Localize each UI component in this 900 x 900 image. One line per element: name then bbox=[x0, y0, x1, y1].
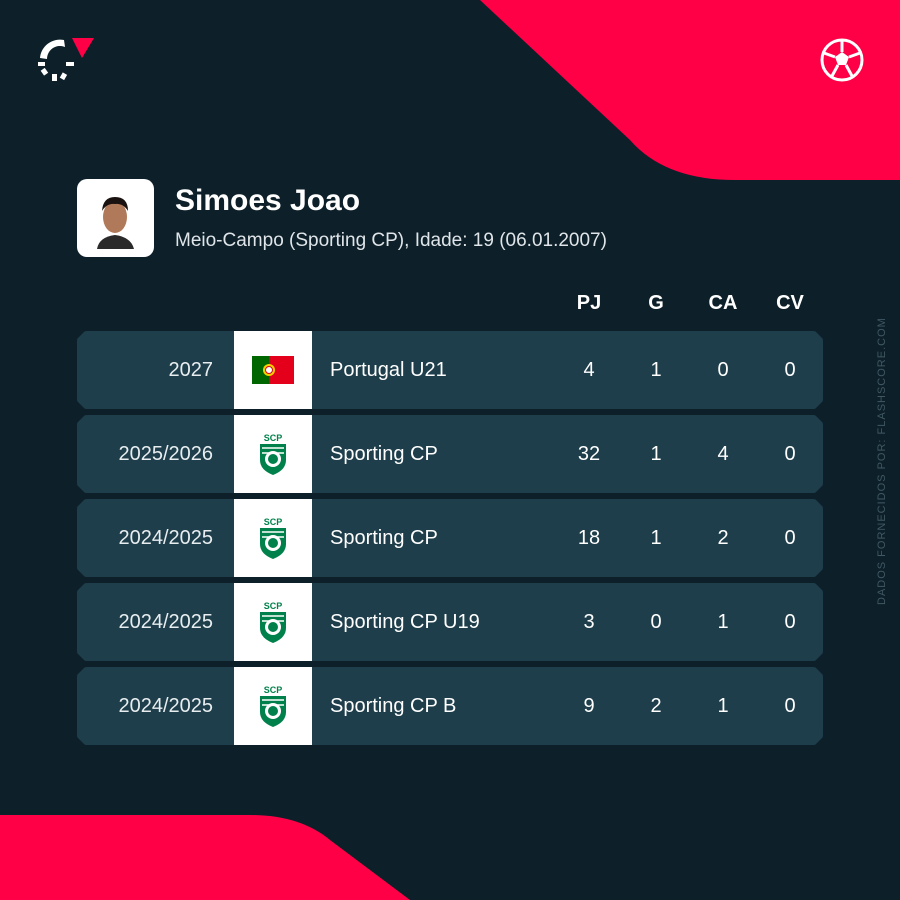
season: 2027 bbox=[168, 359, 213, 381]
column-header-ca: CA bbox=[708, 292, 738, 314]
column-header-cv: CV bbox=[776, 292, 804, 314]
column-header-pj: PJ bbox=[576, 292, 602, 314]
stat-cv: 0 bbox=[784, 359, 796, 381]
team-badge: SCP bbox=[234, 667, 312, 745]
stat-g: 1 bbox=[650, 527, 662, 549]
stat-cv: 0 bbox=[784, 527, 796, 549]
stat-pj: 4 bbox=[583, 359, 595, 381]
season: 2024/2025 bbox=[118, 611, 213, 633]
season: 2025/2026 bbox=[118, 443, 213, 465]
svg-text:SCP: SCP bbox=[264, 517, 283, 527]
season: 2024/2025 bbox=[118, 695, 213, 717]
stat-g: 1 bbox=[650, 443, 662, 465]
stat-cv: 0 bbox=[784, 443, 796, 465]
data-credit: DADOS FORNECIDOS POR: FLASHSCORE.COM bbox=[876, 317, 888, 605]
stat-ca: 4 bbox=[717, 443, 729, 465]
team-badge: SCP bbox=[234, 583, 312, 661]
stat-pj: 3 bbox=[583, 611, 595, 633]
sporting-cp-crest-icon: SCP bbox=[257, 432, 289, 476]
svg-text:SCP: SCP bbox=[264, 433, 283, 443]
stat-pj: 9 bbox=[583, 695, 595, 717]
soccer-ball-icon bbox=[820, 38, 864, 82]
stat-ca: 0 bbox=[717, 359, 729, 381]
team-name: Sporting CP B bbox=[330, 695, 457, 717]
sporting-cp-crest-icon: SCP bbox=[257, 516, 289, 560]
sporting-cp-crest-icon: SCP bbox=[257, 684, 289, 728]
stat-g: 1 bbox=[650, 359, 662, 381]
table-row: 2024/2025 SCP Sporting CP U19 3 0 1 0 bbox=[77, 583, 823, 661]
player-photo bbox=[97, 197, 134, 249]
stat-cv: 0 bbox=[784, 695, 796, 717]
team-badge bbox=[234, 331, 312, 409]
svg-text:SCP: SCP bbox=[264, 601, 283, 611]
team-name: Sporting CP bbox=[330, 443, 438, 465]
table-row: 2024/2025 SCP Sporting CP B 9 2 1 0 bbox=[77, 667, 823, 745]
stat-ca: 2 bbox=[717, 527, 729, 549]
table-row: 2025/2026 SCP Sporting CP 32 1 4 0 bbox=[77, 415, 823, 493]
player-avatar bbox=[77, 179, 154, 257]
sporting-cp-crest-icon: SCP bbox=[257, 600, 289, 644]
team-badge: SCP bbox=[234, 499, 312, 577]
team-name: Portugal U21 bbox=[330, 359, 447, 381]
portugal-flag-icon bbox=[252, 356, 294, 384]
season: 2024/2025 bbox=[118, 527, 213, 549]
team-name: Sporting CP bbox=[330, 527, 438, 549]
top-right-accent-shape bbox=[480, 0, 900, 180]
player-details: Meio-Campo (Sporting CP), Idade: 19 (06.… bbox=[175, 230, 607, 251]
column-header-g: G bbox=[648, 292, 664, 314]
bottom-left-accent-shape bbox=[0, 815, 410, 900]
svg-text:SCP: SCP bbox=[264, 685, 283, 695]
stat-g: 2 bbox=[650, 695, 662, 717]
team-name: Sporting CP U19 bbox=[330, 611, 480, 633]
stat-g: 0 bbox=[650, 611, 662, 633]
stat-pj: 18 bbox=[577, 527, 601, 549]
flashscore-logo bbox=[38, 38, 94, 81]
stat-ca: 1 bbox=[717, 611, 729, 633]
table-row: 2027 Portugal U21 4 1 0 0 bbox=[77, 331, 823, 409]
table-row: 2024/2025 SCP Sporting CP 18 1 2 0 bbox=[77, 499, 823, 577]
team-badge: SCP bbox=[234, 415, 312, 493]
stat-pj: 32 bbox=[577, 443, 601, 465]
stat-cv: 0 bbox=[784, 611, 796, 633]
player-name: Simoes Joao bbox=[175, 184, 361, 217]
stat-ca: 1 bbox=[717, 695, 729, 717]
